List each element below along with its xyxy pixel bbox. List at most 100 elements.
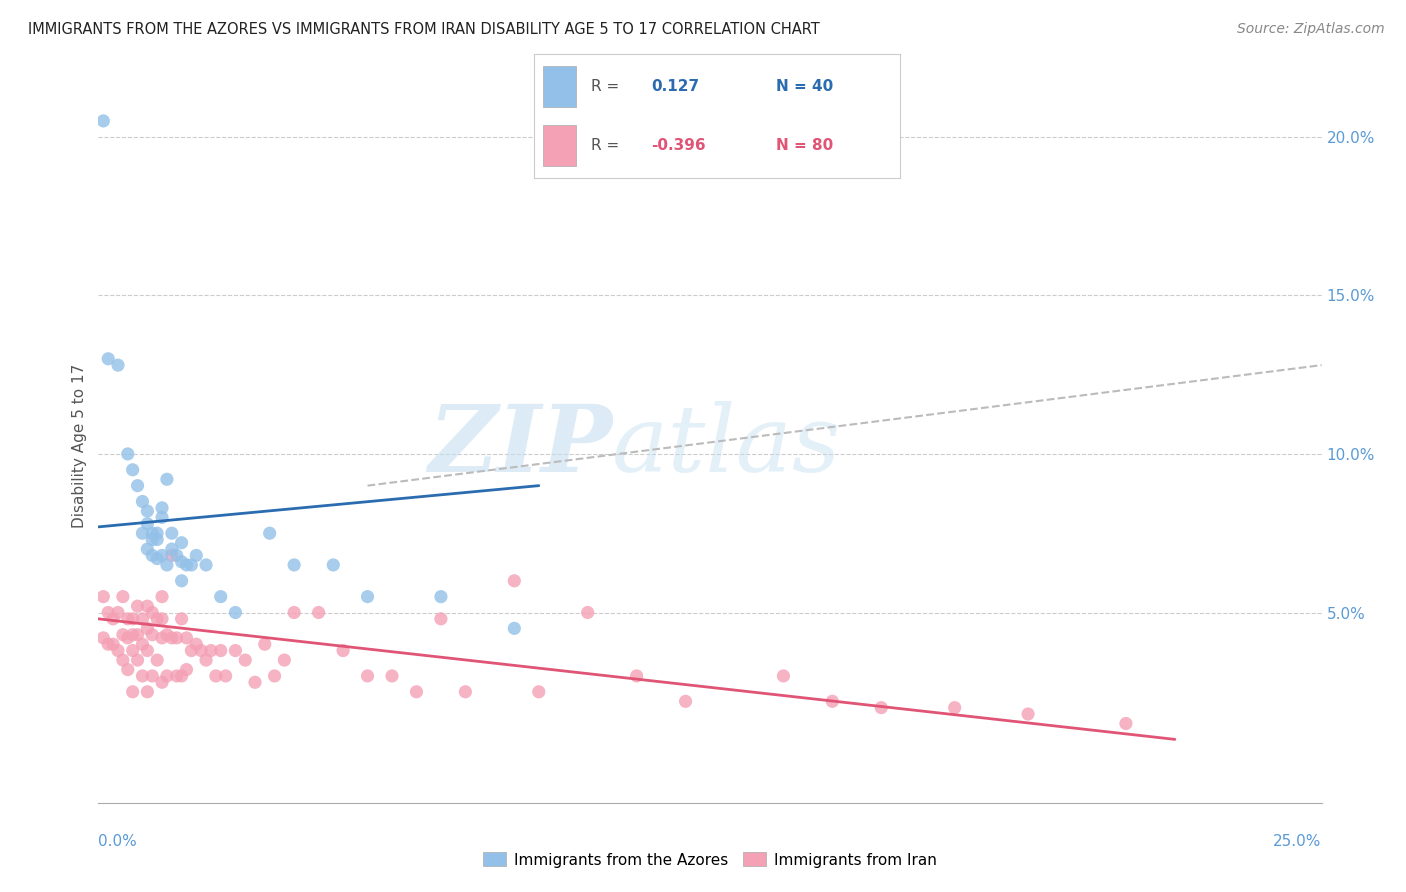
Text: R =: R = xyxy=(591,137,619,153)
Point xyxy=(180,643,202,657)
Point xyxy=(772,669,794,683)
Text: 0.127: 0.127 xyxy=(651,79,699,95)
Text: R =: R = xyxy=(591,79,619,95)
Point xyxy=(190,643,212,657)
Point xyxy=(176,558,198,572)
Text: -0.396: -0.396 xyxy=(651,137,706,153)
Point xyxy=(111,590,134,604)
Point xyxy=(1115,716,1137,731)
Point xyxy=(195,653,218,667)
Point xyxy=(160,542,183,557)
Text: IMMIGRANTS FROM THE AZORES VS IMMIGRANTS FROM IRAN DISABILITY AGE 5 TO 17 CORREL: IMMIGRANTS FROM THE AZORES VS IMMIGRANTS… xyxy=(28,22,820,37)
Point xyxy=(150,612,173,626)
Point xyxy=(117,663,139,677)
Point xyxy=(430,590,453,604)
Point xyxy=(166,549,188,563)
Point xyxy=(160,526,183,541)
Point xyxy=(170,574,193,588)
Point xyxy=(180,558,202,572)
Point xyxy=(117,612,139,626)
Point xyxy=(626,669,648,683)
Point xyxy=(111,628,134,642)
Point xyxy=(146,526,169,541)
Point xyxy=(200,643,222,657)
Point xyxy=(121,628,143,642)
Text: Source: ZipAtlas.com: Source: ZipAtlas.com xyxy=(1237,22,1385,37)
Point xyxy=(160,549,183,563)
Point xyxy=(308,606,330,620)
Point xyxy=(141,669,163,683)
Point xyxy=(121,643,143,657)
Point xyxy=(141,606,163,620)
Point xyxy=(136,685,159,699)
Point xyxy=(233,653,256,667)
Point xyxy=(136,516,159,531)
Point xyxy=(156,628,179,642)
Point xyxy=(170,555,193,569)
Point xyxy=(97,637,120,651)
Point xyxy=(224,643,246,657)
Point xyxy=(136,504,159,518)
Point xyxy=(136,542,159,557)
Point xyxy=(121,463,143,477)
Point xyxy=(97,351,120,366)
Point xyxy=(224,606,246,620)
Point xyxy=(150,510,173,524)
Text: N = 40: N = 40 xyxy=(776,79,832,95)
Point xyxy=(131,637,153,651)
Text: ZIP: ZIP xyxy=(427,401,612,491)
Point xyxy=(186,549,208,563)
Point xyxy=(405,685,427,699)
Point xyxy=(186,637,208,651)
Point xyxy=(117,631,139,645)
Point xyxy=(205,669,228,683)
Point xyxy=(253,637,276,651)
Point xyxy=(322,558,344,572)
Point xyxy=(176,631,198,645)
Point xyxy=(170,612,193,626)
Point xyxy=(332,643,354,657)
Point xyxy=(195,558,218,572)
Point xyxy=(166,631,188,645)
Point xyxy=(283,558,305,572)
Point xyxy=(156,669,179,683)
Point xyxy=(170,535,193,549)
Point xyxy=(136,643,159,657)
Text: 25.0%: 25.0% xyxy=(1274,834,1322,849)
Point xyxy=(107,606,129,620)
Point xyxy=(141,526,163,541)
Point xyxy=(97,606,120,620)
Point xyxy=(576,606,599,620)
Point xyxy=(214,669,236,683)
Point xyxy=(243,675,266,690)
Point xyxy=(141,628,163,642)
Point xyxy=(527,685,550,699)
Point xyxy=(170,669,193,683)
Bar xyxy=(543,66,576,107)
Point xyxy=(146,612,169,626)
Point xyxy=(356,669,378,683)
Point xyxy=(150,675,173,690)
Point xyxy=(150,590,173,604)
Point xyxy=(141,533,163,547)
Point xyxy=(176,663,198,677)
Point xyxy=(107,358,129,372)
Y-axis label: Disability Age 5 to 17: Disability Age 5 to 17 xyxy=(72,364,87,528)
Point xyxy=(160,631,183,645)
Point xyxy=(943,700,966,714)
Point xyxy=(870,700,893,714)
Point xyxy=(136,599,159,614)
Point xyxy=(127,653,149,667)
Point xyxy=(136,621,159,635)
Point xyxy=(259,526,281,541)
Point xyxy=(131,526,153,541)
Bar xyxy=(543,125,576,166)
Legend: Immigrants from the Azores, Immigrants from Iran: Immigrants from the Azores, Immigrants f… xyxy=(477,847,943,873)
Point xyxy=(146,653,169,667)
Point xyxy=(101,637,124,651)
Point xyxy=(263,669,285,683)
Text: N = 80: N = 80 xyxy=(776,137,832,153)
Point xyxy=(356,590,378,604)
Point xyxy=(131,669,153,683)
Point xyxy=(381,669,404,683)
